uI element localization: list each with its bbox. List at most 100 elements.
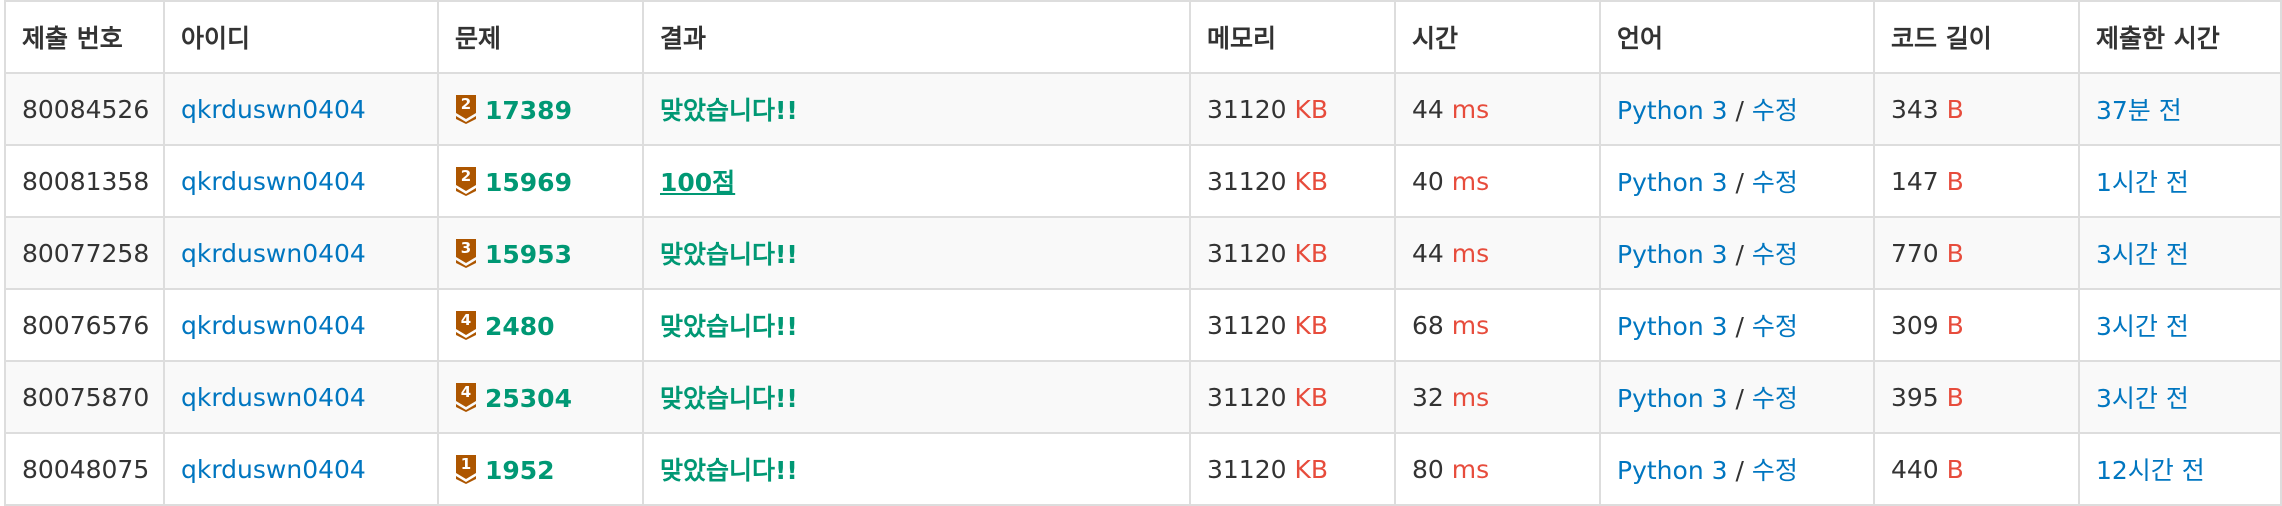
problem-link[interactable]: 15953 xyxy=(485,239,572,269)
user-cell: qkrduswn0404 xyxy=(163,216,439,290)
user-link[interactable]: qkrduswn0404 xyxy=(181,382,366,412)
header-user-id: 아이디 xyxy=(163,0,439,74)
bronze-tier-icon: 1 xyxy=(455,454,477,484)
tier-shield-shape xyxy=(456,238,476,268)
bronze-tier-icon: 2 xyxy=(455,166,477,196)
time-unit: ms xyxy=(1451,310,1490,340)
code-length-value: 395 xyxy=(1891,382,1939,412)
memory-cell: 31120 KB xyxy=(1189,216,1396,290)
submission-id: 80075870 xyxy=(22,382,150,412)
language-link[interactable]: Python 3 xyxy=(1617,240,1728,269)
submission-id: 80076576 xyxy=(22,310,150,340)
edit-link[interactable]: 수정 xyxy=(1751,168,1798,197)
header-language: 언어 xyxy=(1599,0,1875,74)
result-text: 맞았습니다!! xyxy=(660,456,798,485)
language-link[interactable]: Python 3 xyxy=(1617,312,1728,341)
tier-shield-shape xyxy=(456,166,476,196)
header-submission-id: 제출 번호 xyxy=(4,0,165,74)
memory-cell: 31120 KB xyxy=(1189,360,1396,434)
submission-id-cell: 80075870 xyxy=(4,360,165,434)
language-link[interactable]: Python 3 xyxy=(1617,456,1728,485)
result-text: 맞았습니다!! xyxy=(660,240,798,269)
code-length-cell: 343 B xyxy=(1873,72,2080,146)
submitted-at-link[interactable]: 3시간 전 xyxy=(2096,384,2189,413)
time-unit: ms xyxy=(1451,238,1490,268)
problem-link[interactable]: 15969 xyxy=(485,167,572,197)
language-separator: / xyxy=(1735,96,1744,125)
user-link[interactable]: qkrduswn0404 xyxy=(181,94,366,124)
code-length-value: 309 xyxy=(1891,310,1939,340)
memory-unit: KB xyxy=(1294,382,1329,412)
language-cell: Python 3 / 수정 xyxy=(1599,432,1875,506)
header-memory: 메모리 xyxy=(1189,0,1396,74)
tier-shield-shape xyxy=(456,94,476,124)
language-link[interactable]: Python 3 xyxy=(1617,168,1728,197)
memory-value: 31120 xyxy=(1207,238,1287,268)
memory-cell: 31120 KB xyxy=(1189,432,1396,506)
submission-id: 80048075 xyxy=(22,454,150,484)
submitted-at-link[interactable]: 3시간 전 xyxy=(2096,240,2189,269)
time-cell: 40 ms xyxy=(1394,144,1601,218)
problem-cell: 1 1952 xyxy=(437,432,644,506)
edit-link[interactable]: 수정 xyxy=(1751,384,1798,413)
submission-status-table: 제출 번호 아이디 문제 결과 메모리 시간 언어 코드 길이 제출한 시간 8… xyxy=(4,0,2282,506)
problem-link[interactable]: 25304 xyxy=(485,383,572,413)
code-length-cell: 395 B xyxy=(1873,360,2080,434)
header-result: 결과 xyxy=(642,0,1191,74)
problem-link[interactable]: 2480 xyxy=(485,311,555,341)
code-length-cell: 770 B xyxy=(1873,216,2080,290)
header-submitted-at: 제출한 시간 xyxy=(2078,0,2282,74)
language-link[interactable]: Python 3 xyxy=(1617,384,1728,413)
tier-level: 2 xyxy=(460,94,472,113)
memory-unit: KB xyxy=(1294,454,1329,484)
language-separator: / xyxy=(1735,384,1744,413)
submission-id-cell: 80077258 xyxy=(4,216,165,290)
language-cell: Python 3 / 수정 xyxy=(1599,216,1875,290)
tier-level: 3 xyxy=(460,238,472,257)
submitted-at-link[interactable]: 3시간 전 xyxy=(2096,312,2189,341)
submitted-at-cell: 37분 전 xyxy=(2078,72,2282,146)
language-link[interactable]: Python 3 xyxy=(1617,96,1728,125)
edit-link[interactable]: 수정 xyxy=(1751,240,1798,269)
user-cell: qkrduswn0404 xyxy=(163,360,439,434)
time-cell: 44 ms xyxy=(1394,216,1601,290)
time-cell: 32 ms xyxy=(1394,360,1601,434)
problem-link[interactable]: 17389 xyxy=(485,95,572,125)
user-link[interactable]: qkrduswn0404 xyxy=(181,454,366,484)
code-length-value: 147 xyxy=(1891,166,1939,196)
submitted-at-cell: 12시간 전 xyxy=(2078,432,2282,506)
time-unit: ms xyxy=(1451,382,1490,412)
result-text[interactable]: 100점 xyxy=(660,168,736,197)
tier-level: 4 xyxy=(460,310,472,329)
language-separator: / xyxy=(1735,168,1744,197)
code-length-unit: B xyxy=(1946,454,1964,484)
user-link[interactable]: qkrduswn0404 xyxy=(181,310,366,340)
user-cell: qkrduswn0404 xyxy=(163,72,439,146)
problem-cell: 4 25304 xyxy=(437,360,644,434)
tier-shield-shape xyxy=(456,310,476,340)
result-text: 맞았습니다!! xyxy=(660,312,798,341)
time-cell: 80 ms xyxy=(1394,432,1601,506)
user-link[interactable]: qkrduswn0404 xyxy=(181,166,366,196)
table-header: 제출 번호 아이디 문제 결과 메모리 시간 언어 코드 길이 제출한 시간 xyxy=(4,0,2282,74)
status-table-container: 제출 번호 아이디 문제 결과 메모리 시간 언어 코드 길이 제출한 시간 8… xyxy=(4,0,2282,506)
memory-cell: 31120 KB xyxy=(1189,288,1396,362)
edit-link[interactable]: 수정 xyxy=(1751,96,1798,125)
language-separator: / xyxy=(1735,312,1744,341)
problem-cell: 2 15969 xyxy=(437,144,644,218)
user-link[interactable]: qkrduswn0404 xyxy=(181,238,366,268)
submitted-at-link[interactable]: 12시간 전 xyxy=(2096,456,2205,485)
language-cell: Python 3 / 수정 xyxy=(1599,72,1875,146)
edit-link[interactable]: 수정 xyxy=(1751,456,1798,485)
time-unit: ms xyxy=(1451,94,1490,124)
time-cell: 44 ms xyxy=(1394,72,1601,146)
submitted-at-link[interactable]: 37분 전 xyxy=(2096,96,2182,125)
memory-value: 31120 xyxy=(1207,94,1287,124)
problem-link[interactable]: 1952 xyxy=(485,455,555,485)
code-length-cell: 309 B xyxy=(1873,288,2080,362)
bronze-tier-icon: 4 xyxy=(455,310,477,340)
tier-shield-shape xyxy=(456,382,476,412)
submitted-at-cell: 3시간 전 xyxy=(2078,360,2282,434)
edit-link[interactable]: 수정 xyxy=(1751,312,1798,341)
submitted-at-link[interactable]: 1시간 전 xyxy=(2096,168,2189,197)
